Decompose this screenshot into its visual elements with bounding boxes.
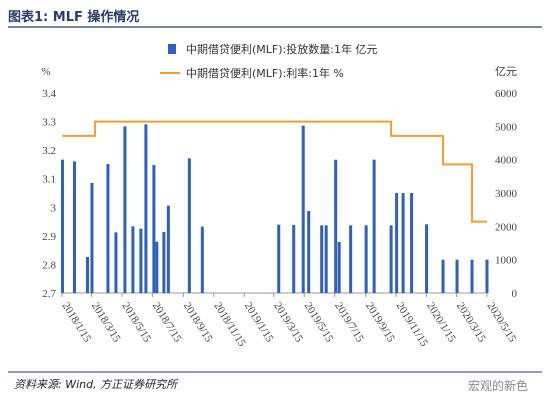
- rate-line: [62, 120, 487, 223]
- bar: [72, 161, 76, 293]
- bar: [307, 211, 311, 293]
- x-tick-label: 2018/7/15: [150, 300, 184, 345]
- bar: [425, 224, 429, 293]
- legend-bar-swatch: [168, 44, 176, 54]
- bar: [162, 232, 166, 293]
- bar: [372, 159, 376, 293]
- bar: [364, 225, 368, 293]
- bar-series: [60, 124, 489, 294]
- bar: [90, 183, 94, 293]
- x-tick-label: 2019/5/15: [302, 300, 336, 345]
- bar: [337, 242, 341, 293]
- bar: [60, 159, 64, 293]
- bar: [85, 257, 89, 293]
- bar: [139, 228, 143, 293]
- right-axis-unit: 亿元: [495, 65, 517, 78]
- left-tick-label: 2.7: [42, 288, 56, 300]
- bar: [320, 225, 324, 293]
- bar: [334, 159, 338, 293]
- bar: [152, 165, 156, 293]
- bar: [144, 124, 148, 293]
- rate-line-series: [61, 120, 488, 223]
- x-tick-label: 2018/1/15: [59, 300, 93, 345]
- x-tick-label: 2019/7/15: [332, 300, 366, 345]
- bar: [123, 126, 127, 293]
- bar: [277, 224, 281, 293]
- right-tick-label: 6000: [495, 88, 518, 100]
- left-tick-label: 3.1: [42, 174, 56, 186]
- x-tick-label: 2020/3/15: [454, 300, 488, 345]
- bar: [455, 259, 459, 293]
- left-tick-label: 3.4: [42, 88, 56, 100]
- x-tick-label: 2019/9/15: [363, 300, 397, 345]
- bar: [485, 259, 489, 293]
- x-tick-label: 2018/9/15: [181, 300, 215, 345]
- bar: [410, 193, 414, 293]
- bar: [114, 232, 118, 293]
- axes: 2.7 2.8 2.9 3 3.1 3.2 3.3 3.4 0 1000 2000 3000 4000 5…: [42, 88, 518, 349]
- left-tick-label: 3: [51, 202, 57, 214]
- bar: [301, 125, 305, 294]
- left-axis-unit: %: [41, 66, 50, 78]
- chart-title: 图表1: MLF 操作情况: [8, 10, 140, 25]
- legend-label-line: 中期借贷便利(MLF):利率:1年 %: [186, 66, 344, 80]
- bar: [349, 225, 353, 293]
- left-tick-label: 2.8: [42, 259, 56, 271]
- bar: [292, 225, 296, 293]
- bar: [106, 164, 110, 293]
- bar: [401, 193, 405, 293]
- bar: [389, 225, 393, 293]
- right-tick-label: 2000: [495, 221, 518, 233]
- watermark: 宏观的新色: [468, 378, 528, 393]
- right-tick-label: 0: [512, 288, 518, 300]
- right-tick-label: 3000: [495, 188, 518, 200]
- bar: [395, 193, 399, 293]
- bar: [200, 226, 204, 293]
- bar: [155, 241, 159, 293]
- source-note: 资料来源: Wind, 方正证券研究所: [14, 378, 179, 391]
- x-tick-label: 2020/5/15: [484, 300, 518, 345]
- x-tick-label: 2018/5/15: [119, 300, 153, 345]
- left-tick-label: 3.3: [42, 117, 56, 129]
- legend-label-bar: 中期借贷便利(MLF):投放数量:1年 亿元: [186, 42, 377, 56]
- bar: [187, 158, 191, 293]
- bar: [470, 259, 474, 293]
- bar: [324, 225, 328, 293]
- x-tick-label: 2020/1/15: [424, 300, 458, 345]
- x-tick-label: 2019/3/15: [271, 300, 305, 345]
- left-tick-label: 2.9: [42, 231, 56, 243]
- right-tick-label: 5000: [495, 121, 518, 133]
- bar: [441, 259, 445, 293]
- x-tick-label: 2018/3/15: [89, 300, 123, 345]
- left-tick-label: 3.2: [42, 145, 56, 157]
- x-tick-label: 2019/1/15: [242, 300, 276, 345]
- bar: [166, 205, 170, 293]
- right-tick-label: 4000: [495, 155, 518, 167]
- bar: [131, 226, 135, 293]
- right-tick-label: 1000: [495, 255, 518, 267]
- legend: 中期借贷便利(MLF):投放数量:1年 亿元中期借贷便利(MLF):利率:1年 …: [160, 42, 377, 80]
